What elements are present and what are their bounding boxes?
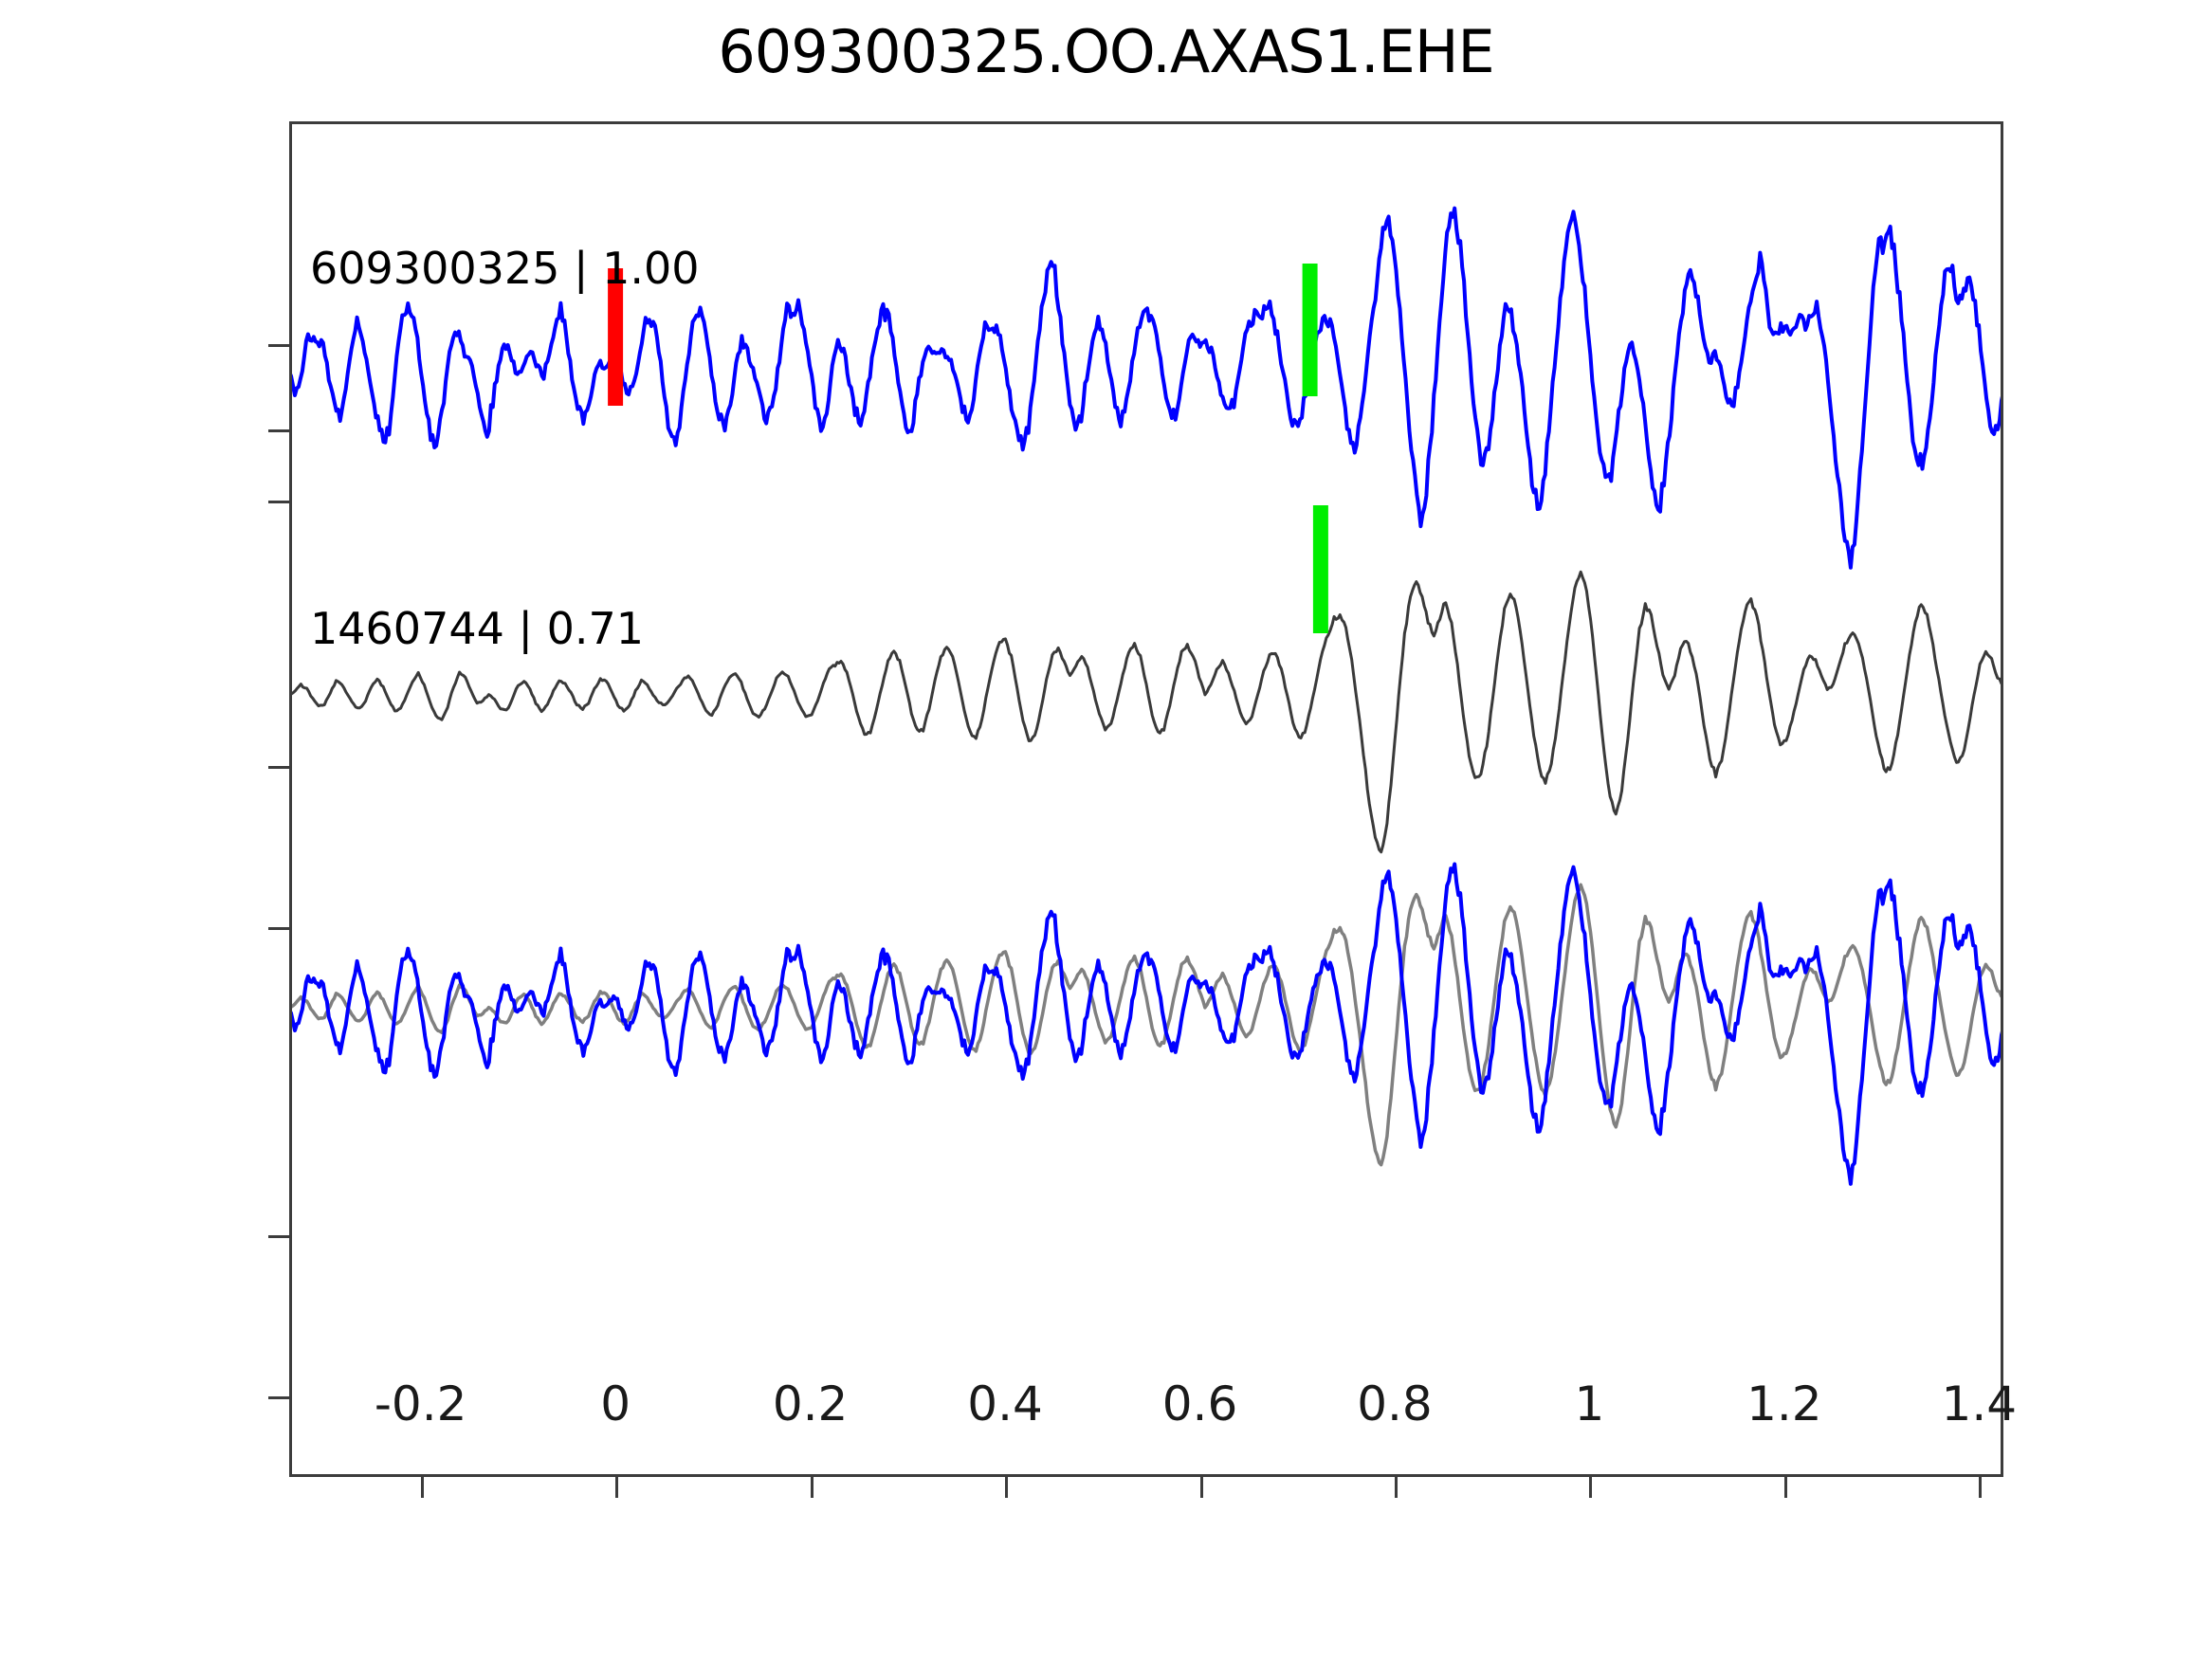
y-axis-tick [268, 1235, 289, 1238]
x-axis-tick-label: 0.6 [1161, 1376, 1238, 1431]
x-axis-tick-label: 1 [1574, 1376, 1605, 1431]
detection-trace-group [289, 570, 2003, 854]
overlay-secondary-trace-group [289, 883, 2003, 1167]
x-axis-tick-label: 0.8 [1357, 1376, 1433, 1431]
x-axis-tick-label: 0 [600, 1376, 631, 1431]
waveform-canvas [289, 206, 2003, 1186]
y-axis-tick [268, 1396, 289, 1399]
y-axis-tick [268, 429, 289, 432]
x-axis-tick [1199, 1477, 1203, 1498]
y-axis-tick [268, 766, 289, 769]
overlay-primary-trace-group [289, 862, 2003, 1186]
x-axis-tick [1783, 1477, 1787, 1498]
x-axis-tick [1589, 1477, 1593, 1498]
marker-group [608, 264, 1328, 633]
pick-marker [1312, 505, 1328, 633]
x-axis-tick-label: 0.4 [967, 1376, 1043, 1431]
waveform-trace [289, 862, 2003, 1186]
x-axis-tick [1979, 1477, 1983, 1498]
x-axis-tick [1005, 1477, 1009, 1498]
plot-area: 609300325 | 1.00 1460744 | 0.71 [268, 121, 2003, 1498]
x-axis-tick [810, 1477, 814, 1498]
trace-label-template: 609300325 | 1.00 [310, 243, 700, 294]
trace-label-detection: 1460744 | 0.71 [310, 603, 645, 654]
page-title: 609300325.OO.AXAS1.EHE [718, 17, 1494, 86]
x-axis-tick [615, 1477, 619, 1498]
waveform-trace [289, 570, 2003, 854]
x-axis-tick [1394, 1477, 1398, 1498]
template-trace-group [289, 206, 2003, 570]
x-axis-tick-label: 1.2 [1746, 1376, 1822, 1431]
y-axis-tick [268, 501, 289, 503]
x-axis-tick-label: 0.2 [772, 1376, 849, 1431]
x-axis-tick-label: -0.2 [374, 1376, 467, 1431]
y-axis-tick [268, 927, 289, 930]
origin-marker [608, 268, 624, 406]
x-axis-tick-label: 1.4 [1941, 1376, 2018, 1431]
y-axis-tick [268, 344, 289, 347]
waveform-trace [289, 206, 2003, 570]
waveform-trace [289, 883, 2003, 1167]
pick-marker [1302, 264, 1318, 396]
x-axis-tick [420, 1477, 424, 1498]
